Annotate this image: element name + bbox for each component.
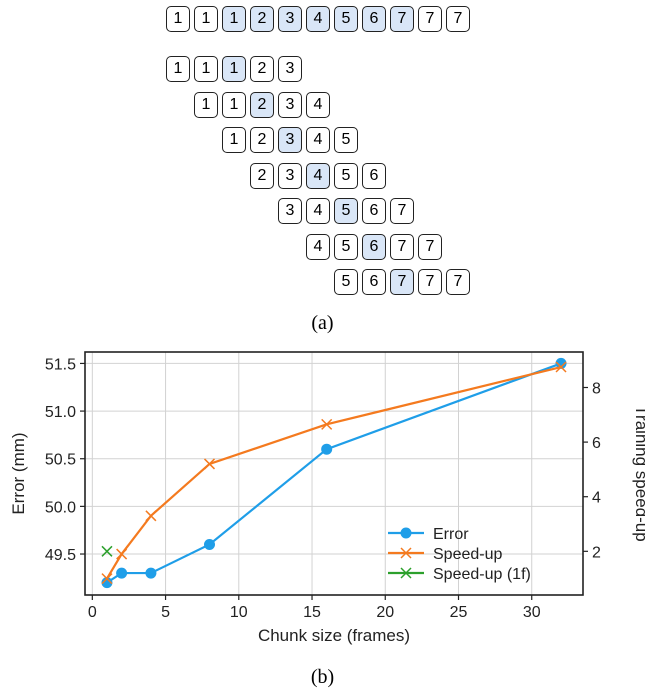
y-tick-label: 51.0: [45, 404, 76, 421]
y2-tick-label: 4: [592, 490, 601, 507]
y2-axis-label: Training speed-up: [632, 405, 645, 541]
chunk-frame-box: 2: [250, 127, 274, 153]
frame-box: 6: [362, 6, 386, 32]
y2-tick-label: 2: [592, 544, 601, 561]
error-speedup-chart: 0 5 10 15 20 25 30 49.5 50.0 50.5 51.0 51.5 2 4 6 8 Chun…: [9, 351, 645, 645]
legend-marker: [400, 567, 412, 579]
chunk-frame-box: 1: [166, 56, 190, 82]
x-tick-label: 15: [303, 604, 321, 621]
x-tick-label: 25: [450, 604, 468, 621]
chunk-frame-box: 2: [250, 91, 274, 118]
marker-stroke: [203, 458, 216, 470]
chunk-frame-box: 7: [390, 269, 414, 295]
panel-a-caption: (a): [311, 312, 334, 334]
frame-box: 7: [418, 6, 442, 32]
legend-label: Speed-up (1f): [433, 566, 531, 583]
chunk-frame-box: 7: [390, 233, 414, 260]
chunk-frame-box: 3: [278, 162, 302, 189]
y-tick-label: 49.5: [45, 547, 76, 564]
chunk-frame-box: 4: [306, 162, 330, 189]
y2-tick-label: 6: [592, 435, 601, 452]
chunk-frame-box: 1: [194, 91, 218, 118]
frame-box: 1: [194, 6, 218, 32]
chunk-frame-box: 7: [446, 269, 470, 295]
chunk-frame-box: 1: [222, 127, 246, 153]
chunk-frame-box: 3: [278, 198, 302, 224]
data-point: [116, 567, 128, 579]
chunk-frame-box: 4: [306, 91, 330, 118]
y-axis-label: Error (mm): [9, 432, 28, 514]
chunk-frame-box: 3: [278, 91, 302, 118]
plot-frame: [84, 351, 584, 596]
chunk-frame-box: 6: [362, 162, 386, 189]
data-point: [321, 418, 333, 430]
chunk-frame-box: 7: [390, 198, 414, 224]
frame-box: 7: [446, 6, 470, 32]
frame-box: 5: [334, 6, 358, 32]
chunk-frame-box: 4: [306, 198, 330, 224]
chunk-frame-box: 4: [306, 127, 330, 153]
data-point: [145, 567, 157, 579]
frame-box: 1: [222, 6, 246, 32]
data-point: [555, 361, 567, 373]
data-point: [321, 443, 333, 455]
data-point: [116, 548, 128, 560]
chunk-frame-box: 4: [306, 233, 330, 260]
chunk-frame-box: 1: [222, 56, 246, 82]
marker-stroke: [400, 567, 412, 579]
chunk-frame-box: 1: [194, 56, 218, 82]
chunk-frame-box: 7: [418, 269, 442, 295]
marker-stroke: [145, 510, 157, 522]
x-tick-label: 10: [230, 604, 248, 621]
marker-stroke: [321, 418, 333, 430]
frame-box: 7: [390, 6, 414, 32]
data-point: [203, 458, 216, 470]
chunk-frame-box: 2: [250, 56, 274, 82]
chunk-frame-box: 6: [362, 198, 386, 224]
x-tick-label: 0: [88, 604, 97, 621]
marker-stroke: [116, 548, 128, 560]
y-tick-label: 50.0: [45, 499, 76, 516]
panel-b-caption: (b): [310, 666, 335, 688]
frame-box: 1: [166, 6, 190, 32]
legend-label: Speed-up: [433, 546, 502, 563]
chunk-frame-box: 6: [362, 269, 386, 295]
chunk-frame-box: 1: [222, 91, 246, 118]
chunk-frame-box: 3: [278, 56, 302, 82]
chunk-frame-box: 5: [334, 198, 358, 224]
y-tick-label: 51.5: [45, 356, 76, 373]
x-axis-label: Chunk size (frames): [258, 626, 410, 645]
data-point: [204, 538, 215, 550]
chunk-frame-box: 6: [362, 233, 386, 260]
frame-box: 3: [278, 6, 302, 32]
chunk-frame-box: 5: [334, 127, 358, 153]
frame-box: 4: [306, 6, 330, 32]
legend-marker: [400, 527, 412, 539]
series-line: [106, 365, 562, 580]
legend-label: Error: [433, 526, 469, 543]
marker-stroke: [101, 545, 113, 557]
y2-tick-label: 8: [592, 380, 601, 397]
data-point: [555, 357, 567, 369]
legend-marker: [400, 547, 412, 559]
data-point: [101, 573, 113, 585]
x-tick-label: 5: [161, 604, 170, 621]
chunk-frame-box: 5: [334, 269, 358, 295]
marker-stroke: [101, 573, 113, 585]
chunk-frame-box: 5: [334, 233, 358, 260]
data-point: [145, 510, 157, 522]
x-tick-label: 20: [376, 604, 394, 621]
frame-box: 2: [250, 6, 274, 32]
chunk-frame-box: 7: [418, 233, 442, 260]
data-point: [101, 545, 113, 557]
x-tick-label: 30: [523, 604, 541, 621]
marker-stroke: [555, 361, 567, 373]
chunk-frame-box: 3: [278, 127, 302, 153]
data-point: [101, 577, 113, 589]
marker-stroke: [400, 547, 412, 559]
chunk-frame-box: 5: [334, 162, 358, 189]
chunk-frame-box: 2: [250, 162, 274, 189]
y-tick-label: 50.5: [45, 452, 76, 469]
